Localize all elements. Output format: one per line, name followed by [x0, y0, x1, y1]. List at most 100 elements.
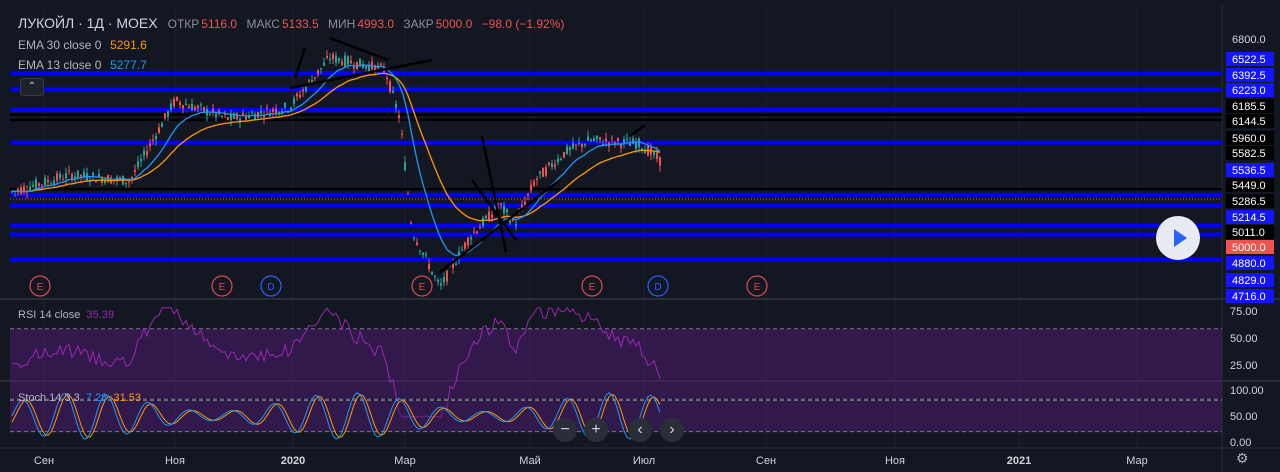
stoch-legend[interactable]: Stoch 14 3 3 7.28 31.53 — [18, 392, 141, 404]
candle-body-94 — [293, 98, 295, 104]
candle-body-134 — [413, 237, 415, 239]
candle-body-187 — [572, 143, 574, 149]
candle-body-196 — [599, 137, 601, 140]
ema13-legend[interactable]: EMA 13 close 0 5277.7 — [18, 58, 147, 72]
zoom-out-button[interactable]: − — [553, 418, 577, 442]
candle-body-98 — [305, 87, 307, 92]
price-tick-1: 6522.5 — [1232, 54, 1266, 66]
candle-body-152 — [467, 237, 469, 246]
candle-body-103 — [320, 68, 322, 70]
candle-body-186 — [569, 147, 571, 151]
time-tick-8: 2021 — [1007, 455, 1031, 467]
candle-body-104 — [323, 62, 325, 66]
candle-body-39 — [128, 181, 130, 183]
rsi-tick-1: 50.00 — [1230, 333, 1258, 345]
rsi-legend[interactable]: RSI 14 close 35.39 — [18, 309, 114, 321]
candle-body-139 — [428, 263, 430, 270]
price-tick-0: 6800.0 — [1232, 34, 1266, 46]
price-axis[interactable]: 6800.0 6522.5 6392.5 6223.0 6185.5 6144.5 5960… — [1226, 34, 1274, 449]
candle-body-195 — [596, 135, 598, 140]
trend-line-1 — [289, 58, 433, 90]
time-tick-4: Май — [519, 455, 541, 467]
close-label: ЗАКР — [403, 17, 434, 31]
candle-body-4 — [23, 186, 25, 193]
price-tick-16: 4716.0 — [1232, 291, 1266, 303]
gear-icon[interactable]: ⚙ — [1236, 450, 1249, 466]
candle-body-209 — [638, 138, 640, 148]
candle-body-105 — [326, 56, 328, 58]
candle-body-17 — [62, 179, 64, 181]
candle-body-81 — [254, 114, 256, 120]
price-badge-6 — [1226, 131, 1274, 145]
candle-body-111 — [344, 55, 346, 67]
candle-body-155 — [476, 231, 478, 234]
candle-body-142 — [437, 279, 439, 282]
stoch-pane — [10, 392, 1222, 440]
candle-body-131 — [404, 162, 406, 171]
candle-body-45 — [146, 151, 148, 156]
candle-body-133 — [410, 222, 412, 224]
candle-body-44 — [143, 150, 145, 156]
candle-body-164 — [503, 205, 505, 213]
candle-body-159 — [488, 211, 490, 222]
candle-body-91 — [284, 102, 286, 108]
candle-body-173 — [530, 184, 532, 191]
scroll-back-button[interactable]: ‹ — [628, 418, 652, 442]
candle-body-145 — [446, 270, 448, 282]
candle-body-174 — [533, 181, 535, 186]
candle-body-158 — [485, 215, 487, 219]
candle-body-171 — [524, 201, 526, 206]
open-label: ОТКР — [167, 17, 200, 31]
candle-body-107 — [332, 54, 334, 60]
event-marker-label-2: D — [267, 282, 274, 293]
candle-body-6 — [29, 187, 31, 191]
candle-body-190 — [581, 143, 583, 148]
play-icon[interactable] — [1156, 216, 1200, 260]
price-badge-11 — [1226, 210, 1274, 224]
candle-body-10 — [41, 184, 43, 186]
stoch-k-value: 7.28 — [85, 392, 108, 404]
high-value: 5133.5 — [281, 17, 319, 31]
price-tick-4: 6185.5 — [1232, 101, 1266, 113]
price-tick-8: 5536.5 — [1232, 165, 1266, 177]
time-axis[interactable]: Сен Ноя 2020 Мар Май Июл Сен Ноя 2021 Мар — [34, 455, 1148, 467]
candle-body-172 — [527, 193, 529, 196]
time-tick-9: Мар — [1126, 455, 1148, 467]
candle-body-38 — [125, 182, 127, 184]
ema30-legend[interactable]: EMA 30 close 0 5291.6 — [18, 38, 147, 52]
candle-body-114 — [353, 66, 355, 69]
event-marker-label-6: E — [754, 282, 761, 293]
candle-body-117 — [362, 64, 364, 68]
candle-body-199 — [608, 142, 610, 147]
candle-body-112 — [347, 56, 349, 65]
candle-body-58 — [185, 103, 187, 105]
ema13-label: EMA 13 close 0 — [18, 58, 102, 72]
candle-body-74 — [233, 114, 235, 119]
candle-body-177 — [542, 167, 544, 177]
zoom-in-button[interactable]: + — [584, 418, 608, 442]
price-tick-14: 4880.0 — [1232, 258, 1266, 270]
candle-body-181 — [554, 164, 556, 167]
candle-body-3 — [20, 187, 22, 194]
candle-body-141 — [434, 275, 436, 277]
time-tick-1: Ноя — [165, 455, 185, 467]
candle-body-22 — [77, 170, 79, 179]
scroll-forward-button[interactable]: › — [660, 418, 684, 442]
candle-body-188 — [575, 144, 577, 146]
candle-body-77 — [242, 112, 244, 116]
candle-body-154 — [473, 231, 475, 233]
candle-body-57 — [182, 105, 184, 109]
rsi-band — [10, 328, 1222, 400]
candle-body-51 — [164, 113, 166, 119]
candle-body-116 — [359, 58, 361, 67]
price-badge-10 — [1226, 194, 1274, 208]
candle-body-53 — [170, 103, 172, 110]
low-value: 4993.0 — [357, 17, 395, 31]
candle-body-56 — [179, 102, 181, 106]
candle-body-13 — [50, 183, 52, 185]
collapse-legend-button[interactable]: ⌃ — [20, 78, 44, 96]
candle-body-211 — [644, 149, 646, 154]
candle-body-83 — [260, 110, 262, 114]
